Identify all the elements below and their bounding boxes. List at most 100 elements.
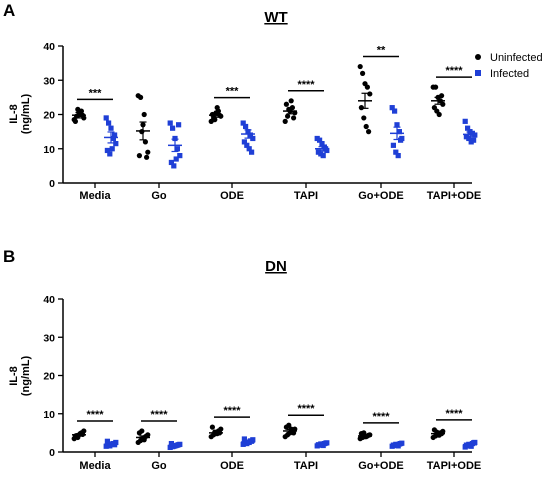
panel-a-point-uninfected [144,154,150,160]
panel-a-title: WT [264,9,287,26]
panel-a-point-infected [174,146,180,152]
panel-a-point-uninfected [285,113,291,119]
legend-infected-label: Infected [490,68,529,80]
panel-a-point-infected [247,132,253,138]
panel-b-category-label: Go+ODE [358,460,404,472]
panel-b-category-label: Media [79,460,111,472]
panel-b-ylabel-line2: (ng/mL) [20,356,32,397]
panel-a-point-infected [244,142,250,148]
panel-a-point-uninfected [142,139,148,145]
panel-a-point-uninfected [75,106,81,112]
panel-a-point-infected [108,125,114,131]
panel-a-point-uninfected [367,91,373,97]
panel-a-ytick-label: 0 [49,178,55,190]
panel-a-point-uninfected [283,101,289,107]
legend-uninfected-marker [475,54,481,60]
panel-a-point-infected [110,135,116,142]
panel-a-point-infected [243,123,249,130]
panel-a-point-infected [172,135,178,142]
panel-a-point-infected [173,156,179,162]
panel-a-point-infected [103,115,109,121]
panel-a-point-uninfected [360,70,366,76]
panel-a-point-uninfected [440,101,446,107]
panel-a-point-infected [471,137,477,143]
panel-a-point-infected [250,135,256,142]
panel-a-letter: A [3,1,15,20]
panel-a-significance-label: ** [377,45,386,57]
legend-uninfected-label: Uninfected [490,52,543,64]
panel-a-point-infected [317,137,323,143]
legend: Uninfected Infected [475,52,543,80]
panel-b-point-uninfected [209,424,215,430]
panel-a-point-infected [462,118,468,124]
panel-a-point-infected [106,120,112,126]
panel-b-point-infected [471,440,477,446]
panel-a-category-label: ODE [220,190,244,202]
panel-a-ytick-label: 10 [43,144,55,156]
panel-b-point-infected [468,443,474,449]
panel-b-ytick-label: 20 [43,371,55,383]
panel-a-ytick-label: 30 [43,75,55,87]
panel-a-point-uninfected [145,149,151,155]
panel-a-point-infected [112,132,118,138]
panel-a-point-infected [171,163,177,169]
panel-a-point-infected [167,120,173,126]
panel-b-point-infected [398,440,404,447]
panel-b-point-infected [241,436,247,442]
panel-a-point-infected [240,120,246,126]
panel-b-significance-label: **** [223,405,241,417]
panel-a-point-uninfected [212,117,218,123]
panel-a-point-infected [466,135,472,142]
panel-b-ytick-label: 10 [43,409,55,421]
panel-a-point-infected [395,153,401,159]
panel-a-point-infected [177,153,183,159]
panel-a-point-uninfected [433,84,439,90]
panel-b-point-uninfected [286,422,292,428]
panel-a-point-uninfected [291,115,297,121]
panel-a-ylabel-line2: (ng/mL) [20,94,32,135]
panel-a-point-infected [168,159,174,166]
panel-a-significance-label: *** [226,86,240,98]
panel-a-point-infected [241,139,247,145]
panel-a-point-uninfected [357,63,363,70]
panel-b-category-label: TAPI [294,460,318,472]
panel-a-point-uninfected [358,105,364,111]
panel-a-significance-label: **** [297,79,315,91]
panel-a-point-infected [394,122,400,128]
panel-a-point-infected [320,153,326,159]
panel-a-point-infected [389,105,395,111]
panel-b-title: DN [265,258,287,275]
panel-b-point-uninfected [361,430,367,436]
panel-a-significance-label: *** [89,87,103,99]
panel-a-category-label: Media [79,190,111,202]
panel-a-category-label: TAPI [294,190,318,202]
panel-a-point-infected [249,149,255,155]
panel-a-point-uninfected [436,111,442,118]
panel-a-point-infected [246,146,252,152]
panel-b-point-infected [323,440,329,446]
panel-a-point-infected [170,125,176,131]
panel-b-significance-label: **** [86,409,104,421]
panel-a-ylabel-line1: IL-8 [8,104,20,124]
panel-b-point-infected [249,438,255,444]
panel-b-letter: B [3,247,15,266]
panel-a-point-infected [465,125,471,131]
panel-b-category-label: ODE [220,460,244,472]
panel-a-point-infected [319,141,325,147]
panel-a-point-uninfected [364,84,370,90]
panel-a-point-infected [104,147,110,154]
panel-b-point-uninfected [139,428,145,434]
panel-a-category-label: Go+ODE [358,190,404,202]
panel-a-point-uninfected [214,105,220,111]
panel-a-point-infected [176,122,182,128]
panel-b-category-label: TAPI+ODE [427,460,482,472]
panel-a-point-infected [398,137,404,143]
panel-a-point-uninfected [72,118,78,124]
panel-b-significance-label: **** [372,411,390,423]
panel-a-significance-label: **** [445,65,463,77]
panel-a-point-uninfected [361,115,367,121]
panel-a-point-infected [396,129,402,135]
panel-b-plot: 0 10 20 30 40 Media Go ODE TAPI Go+ODE TAPI+ODE ***… [43,294,481,472]
